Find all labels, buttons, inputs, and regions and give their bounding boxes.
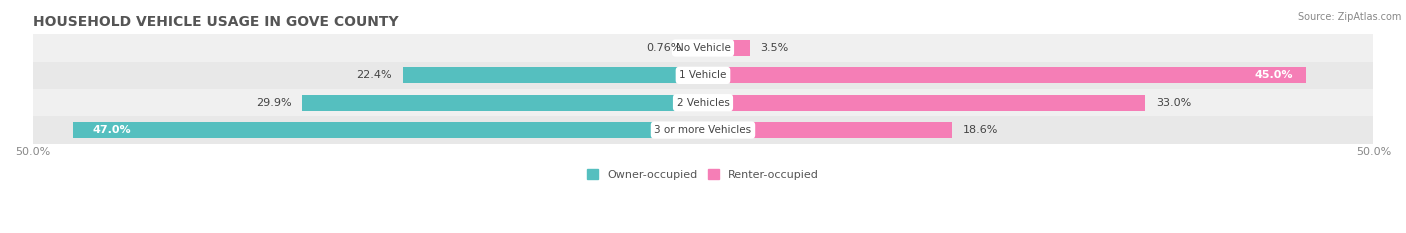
Bar (703, 95, 1146, 111)
Bar (693, 40, 703, 56)
Text: 45.0%: 45.0% (1254, 70, 1294, 80)
Text: 29.9%: 29.9% (256, 98, 291, 108)
Bar (302, 95, 703, 111)
Bar (402, 67, 703, 83)
Text: No Vehicle: No Vehicle (675, 43, 731, 53)
Text: 3.5%: 3.5% (761, 43, 789, 53)
Text: Source: ZipAtlas.com: Source: ZipAtlas.com (1298, 12, 1402, 22)
Text: 22.4%: 22.4% (356, 70, 392, 80)
Text: 0.76%: 0.76% (647, 43, 682, 53)
Text: 33.0%: 33.0% (1156, 98, 1191, 108)
Bar (703, 40, 749, 56)
Text: 18.6%: 18.6% (963, 125, 998, 135)
Text: 1 Vehicle: 1 Vehicle (679, 70, 727, 80)
Text: 47.0%: 47.0% (93, 125, 132, 135)
Legend: Owner-occupied, Renter-occupied: Owner-occupied, Renter-occupied (586, 169, 820, 180)
Bar (32, 62, 1374, 89)
Bar (703, 67, 1306, 83)
Text: HOUSEHOLD VEHICLE USAGE IN GOVE COUNTY: HOUSEHOLD VEHICLE USAGE IN GOVE COUNTY (32, 15, 398, 29)
Bar (32, 34, 1374, 62)
Text: 3 or more Vehicles: 3 or more Vehicles (654, 125, 752, 135)
Bar (73, 122, 703, 138)
Text: 2 Vehicles: 2 Vehicles (676, 98, 730, 108)
Bar (703, 122, 952, 138)
Bar (32, 116, 1374, 144)
Bar (32, 89, 1374, 116)
